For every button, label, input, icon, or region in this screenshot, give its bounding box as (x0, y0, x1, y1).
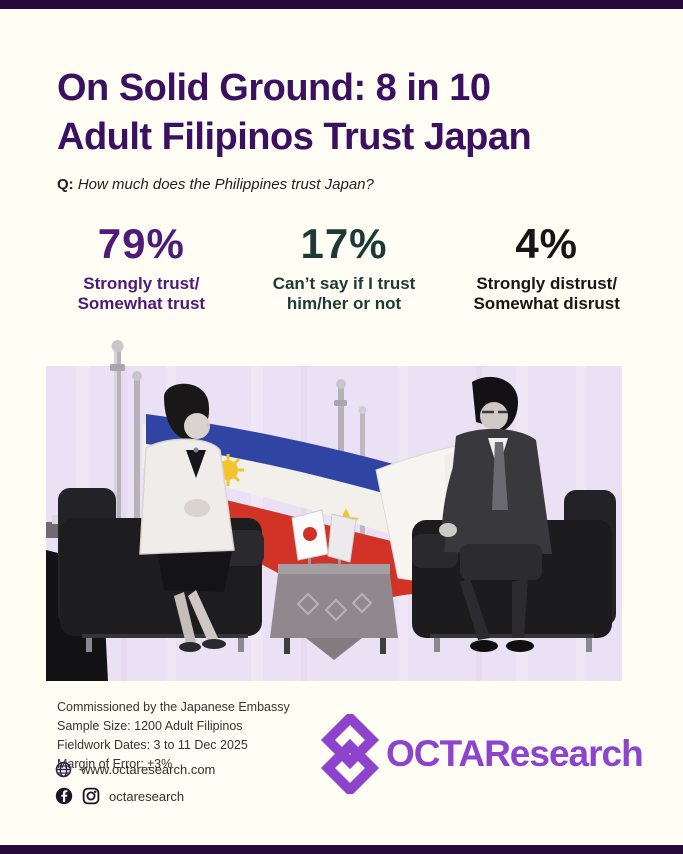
brand-name: OCTAResearch (386, 733, 644, 774)
question-prefix: Q: (57, 176, 74, 193)
note-margin-of-error: Margin of Error: ±3% (57, 757, 173, 771)
social-row: octaresearch (55, 787, 184, 805)
stat-trust-value: 79% (97, 220, 185, 267)
title-line-2: Adult Filipinos Trust Japan (57, 116, 532, 158)
top-accent-bar (0, 0, 683, 9)
website-url: www.octaresearch.com (81, 762, 216, 777)
instagram-icon (82, 787, 100, 805)
mini-flags-icon (291, 509, 357, 573)
page-title: On Solid Ground: 8 in 10 Adult Filipinos… (57, 64, 637, 162)
note-sample-size: Sample Size: 1200 Adult Filipinos (57, 719, 243, 733)
title-line-1: On Solid Ground: 8 in 10 (57, 67, 491, 109)
website-row: www.octaresearch.com (55, 761, 215, 778)
social-handle: octaresearch (109, 788, 185, 804)
facebook-icon (55, 787, 73, 805)
octa-logo-icon (320, 714, 380, 794)
stat-distrust-value: 4% (515, 220, 579, 267)
stat-trust-label: Strongly trust/ Somewhat trust (77, 274, 206, 313)
meeting-photo (46, 338, 622, 681)
survey-notes: Commissioned by the Japanese Embassy Sam… (57, 698, 290, 774)
stat-neutral-value: 17% (300, 220, 388, 267)
note-fieldwork-dates: Fieldwork Dates: 3 to 11 Dec 2025 (57, 738, 248, 752)
stat-distrust: 4% Strongly distrust/ Somewhat disrust (445, 220, 648, 314)
survey-question: Q: How much does the Philippines trust J… (57, 176, 374, 193)
stat-trust: 79% Strongly trust/ Somewhat trust (40, 220, 243, 314)
stat-neutral: 17% Can’t say if I trust him/her or not (243, 220, 446, 314)
japanese-pm-figure (139, 383, 235, 652)
question-text: How much does the Philippines trust Japa… (73, 176, 374, 193)
stat-neutral-label: Can’t say if I trust him/her or not (272, 274, 416, 313)
globe-icon (55, 761, 72, 778)
table-with-flags (270, 509, 398, 660)
bottom-accent-bar (0, 845, 683, 854)
brand-block: OCTAResearch (320, 714, 644, 794)
stat-distrust-label: Strongly distrust/ Somewhat disrust (473, 274, 620, 313)
stats-row: 79% Strongly trust/ Somewhat trust 17% C… (40, 220, 648, 314)
philippine-president-figure (439, 376, 552, 652)
note-commissioned: Commissioned by the Japanese Embassy (57, 700, 290, 714)
